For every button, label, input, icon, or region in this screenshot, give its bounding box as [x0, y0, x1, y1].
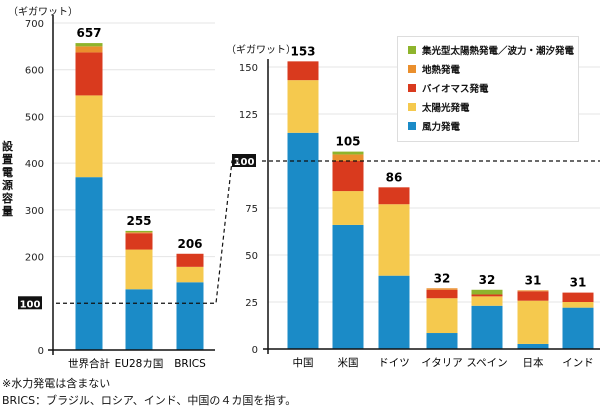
bar-segment-solar — [287, 80, 319, 133]
legend-swatch — [408, 122, 416, 130]
y-tick-label: 150 — [239, 63, 258, 74]
legend-item-geothermal: 地熱発電 — [408, 65, 460, 77]
bar-segment-wind — [287, 132, 319, 349]
x-tick-label: 世界合計 — [68, 357, 110, 370]
x-tick-label: 日本 — [523, 356, 544, 369]
legend-swatch — [408, 65, 416, 73]
bar-segment-wind — [125, 289, 153, 350]
y-tick-label: 700 — [25, 19, 44, 30]
legend-label: 地熱発電 — [422, 65, 461, 76]
y-tick-label: 125 — [239, 110, 258, 121]
bar-segment-biomass — [426, 289, 458, 299]
y-tick-label: 25 — [245, 298, 258, 309]
note-brics: BRICS：ブラジル、ロシア、インド、中国の４カ国を指す。 — [2, 394, 297, 407]
y-tick-label: 600 — [25, 66, 44, 77]
bar-segment-wind — [75, 177, 103, 350]
bar-segment-geothermal — [332, 154, 364, 161]
legend-swatch — [408, 103, 416, 111]
bar-segment-solar — [562, 302, 594, 308]
total-label: 657 — [76, 26, 101, 40]
y-tick-label: 300 — [25, 206, 44, 217]
bar-segment-biomass — [125, 233, 153, 250]
note-hydro: ※水力発電は含まない — [2, 377, 111, 390]
total-label: 31 — [525, 273, 542, 287]
y-tick-label: 50 — [245, 251, 258, 262]
x-tick-label: 米国 — [338, 356, 359, 369]
reference-label: 100 — [234, 157, 255, 168]
total-label: 31 — [570, 276, 587, 290]
bar-segment-csp_wave — [125, 230, 153, 233]
bar-segment-biomass — [562, 292, 594, 302]
bar-segment-biomass — [287, 61, 319, 81]
bar-segment-csp_wave — [332, 151, 364, 155]
total-label: 153 — [290, 44, 315, 58]
right-unit-label: （ギガワット） — [226, 45, 296, 56]
y-tick-label: 75 — [245, 204, 258, 215]
total-label: 255 — [126, 214, 151, 228]
reference-label-box — [232, 154, 256, 167]
y-tick-label: 0 — [252, 345, 258, 356]
total-label: 32 — [434, 271, 451, 285]
left-unit-label: （ギガワット） — [8, 7, 78, 18]
legend-label: バイオマス発電 — [422, 84, 489, 95]
x-tick-label: BRICS — [174, 358, 206, 370]
reference-label: 100 — [20, 299, 41, 310]
legend: 集光型太陽熱発電／波力・潮汐発電 地熱発電 バイオマス発電 太陽光発電 風力発電 — [397, 36, 579, 142]
legend-item-wind: 風力発電 — [408, 122, 460, 134]
y-tick-label: 500 — [25, 112, 44, 123]
legend-item-solar: 太陽光発電 — [408, 103, 470, 115]
bar-segment-solar — [426, 298, 458, 334]
bar-segment-biomass — [75, 52, 103, 96]
bar-segment-solar — [75, 95, 103, 178]
bar-segment-geothermal — [517, 290, 549, 292]
bar-segment-geothermal — [125, 232, 153, 234]
bar-segment-geothermal — [426, 288, 458, 290]
bar-segment-csp_wave — [471, 289, 503, 295]
x-tick-label: インド — [562, 357, 594, 369]
x-tick-label: ドイツ — [378, 357, 410, 369]
legend-item-biomass: バイオマス発電 — [408, 84, 489, 96]
bar-segment-biomass — [176, 253, 204, 267]
total-label: 86 — [386, 170, 403, 184]
legend-swatch — [408, 84, 416, 92]
x-tick-label: 中国 — [293, 356, 314, 369]
bar-segment-wind — [426, 333, 458, 349]
legend-label: 集光型太陽熱発電／波力・潮汐発電 — [422, 46, 575, 57]
total-label: 105 — [335, 135, 360, 149]
bar-segment-wind — [517, 343, 549, 349]
y-axis-label: 設置電源容量 — [2, 140, 13, 218]
legend-swatch — [408, 46, 416, 54]
bar-segment-solar — [378, 204, 410, 276]
reference-label-box — [18, 296, 42, 310]
legend-label: 太陽光発電 — [422, 103, 470, 114]
bar-segment-solar — [517, 300, 549, 344]
total-label: 32 — [479, 273, 496, 287]
x-tick-label: EU28カ国 — [115, 358, 164, 370]
bar-segment-solar — [332, 191, 364, 225]
bar-segment-solar — [125, 249, 153, 290]
bar-segment-wind — [176, 282, 204, 350]
bar-segment-wind — [378, 275, 410, 349]
legend-item-csp-wave: 集光型太陽熱発電／波力・潮汐発電 — [408, 46, 574, 58]
total-label: 206 — [177, 237, 202, 251]
bar-segment-solar — [176, 266, 204, 283]
bar-segment-geothermal — [75, 46, 103, 53]
reference-connector-line — [56, 160, 238, 304]
bar-segment-biomass — [517, 291, 549, 301]
bar-segment-solar — [471, 296, 503, 306]
bar-segment-biomass — [332, 161, 364, 192]
x-tick-label: スペイン — [466, 357, 507, 369]
bar-segment-wind — [332, 224, 364, 349]
legend-label: 風力発電 — [422, 122, 461, 133]
bar-segment-biomass — [378, 187, 410, 205]
bar-segment-csp_wave — [75, 43, 103, 47]
bar-segment-wind — [471, 305, 503, 349]
y-tick-label: 200 — [25, 253, 44, 264]
bar-segment-wind — [562, 307, 594, 349]
y-tick-label: 400 — [25, 159, 44, 170]
y-tick-label: 0 — [38, 346, 44, 357]
bar-segment-biomass — [471, 294, 503, 297]
x-tick-label: イタリア — [421, 357, 463, 369]
